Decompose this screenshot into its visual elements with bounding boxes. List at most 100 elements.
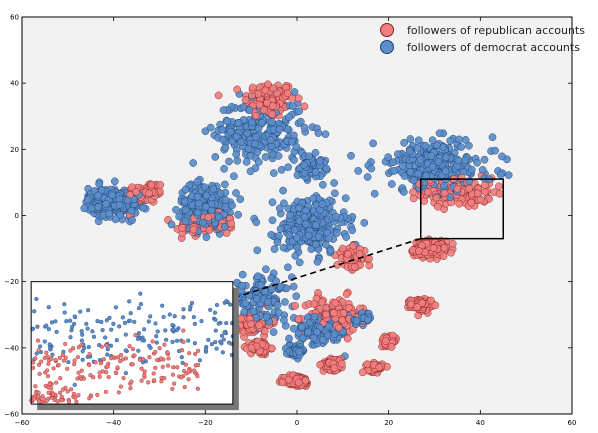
inset-democrat-point [91, 334, 97, 339]
democrat-point [398, 162, 407, 170]
democrat-point [318, 335, 327, 344]
inset-republican-point [192, 368, 197, 373]
x-tick-label: 0 [295, 419, 299, 427]
democrat-point [102, 199, 110, 208]
inset-democrat-point [62, 310, 67, 315]
inset-democrat-point [85, 326, 90, 331]
inset-democrat-point [214, 302, 220, 308]
legend-marker-republican [380, 23, 394, 37]
democrat-point [363, 173, 372, 181]
inset-republican-point [56, 362, 61, 368]
inset-republican-point [106, 375, 111, 380]
democrat-point [223, 117, 232, 126]
inset-republican-point [58, 376, 63, 381]
democrat-point [284, 263, 292, 272]
inset-democrat-point [213, 328, 218, 333]
democrat-point [254, 124, 263, 133]
inset-republican-point [151, 371, 156, 376]
inset-democrat-point [212, 310, 218, 315]
inset-democrat-point [38, 344, 43, 349]
inset-democrat-point [192, 321, 197, 326]
inset-democrat-point [170, 339, 175, 344]
inset-republican-point [87, 352, 92, 357]
republican-point [495, 182, 503, 191]
inset-republican-point [109, 356, 114, 361]
inset-republican-point [196, 348, 201, 353]
republican-point [241, 96, 250, 104]
democrat-point [310, 334, 318, 342]
republican-point [375, 363, 384, 372]
republican-point [415, 247, 423, 255]
democrat-point [267, 285, 276, 294]
democrat-point [342, 233, 351, 241]
inset-republican-point [116, 390, 121, 395]
democrat-point [252, 295, 261, 303]
democrat-point [108, 191, 116, 200]
inset-republican-point [44, 350, 49, 355]
inset-democrat-point [191, 315, 196, 320]
democrat-point [189, 159, 198, 167]
inset-republican-point [45, 368, 50, 373]
republican-point [465, 184, 473, 193]
inset-democrat-point [197, 358, 202, 363]
democrat-point [440, 181, 448, 190]
democrat-point [274, 152, 283, 160]
inset-democrat-point [136, 306, 141, 311]
inset-democrat-point [164, 337, 169, 342]
democrat-point [256, 281, 265, 290]
inset-democrat-point [114, 338, 119, 343]
democrat-point [399, 188, 408, 196]
inset-republican-point [160, 364, 165, 369]
inset-democrat-point [123, 348, 128, 353]
inset-republican-point [171, 365, 176, 370]
inset-republican-point [79, 343, 84, 348]
democrat-point [311, 148, 320, 157]
democrat-point [280, 199, 288, 208]
republican-point [261, 86, 270, 95]
inset-republican-point [158, 356, 164, 361]
inset-democrat-point [42, 339, 47, 344]
inset-democrat-point [80, 357, 85, 362]
inset-democrat-point [99, 319, 104, 325]
democrat-point [354, 167, 363, 175]
democrat-point [295, 203, 304, 212]
republican-point [156, 181, 165, 189]
inset-democrat-point [138, 302, 143, 307]
inset-democrat-point [78, 309, 83, 314]
democrat-point [232, 189, 240, 197]
inset-republican-point [53, 357, 58, 363]
democrat-point [289, 324, 298, 333]
republican-point [480, 188, 489, 196]
democrat-point [206, 123, 215, 132]
inset-democrat-point [105, 347, 110, 352]
inset-republican-point [49, 386, 54, 391]
democrat-point [405, 147, 414, 155]
inset-republican-point [142, 372, 147, 377]
inset-democrat-point [148, 314, 153, 319]
inset-democrat-point [72, 382, 77, 387]
republican-point [343, 334, 352, 343]
democrat-point [409, 176, 418, 185]
democrat-point [406, 168, 415, 176]
inset-republican-point [142, 369, 147, 374]
republican-point [310, 300, 319, 308]
inset-democrat-point [120, 315, 125, 320]
democrat-point [238, 270, 247, 279]
democrat-point [279, 186, 287, 195]
inset-democrat-point [80, 349, 85, 354]
democrat-point [323, 228, 331, 237]
inset-republican-point [35, 338, 41, 343]
inset-republican-point [95, 392, 100, 397]
inset-democrat-point [222, 330, 227, 335]
inset-republican-point [61, 358, 66, 363]
democrat-point [301, 220, 310, 228]
democrat-point [80, 204, 89, 213]
republican-point [252, 111, 260, 120]
republican-point [294, 94, 303, 103]
y-tick-label: −60 [4, 411, 19, 419]
inset-democrat-point [44, 323, 49, 328]
democrat-point [301, 206, 310, 215]
inset-republican-point [88, 373, 93, 378]
democrat-point [87, 204, 96, 213]
republican-point [448, 239, 457, 248]
